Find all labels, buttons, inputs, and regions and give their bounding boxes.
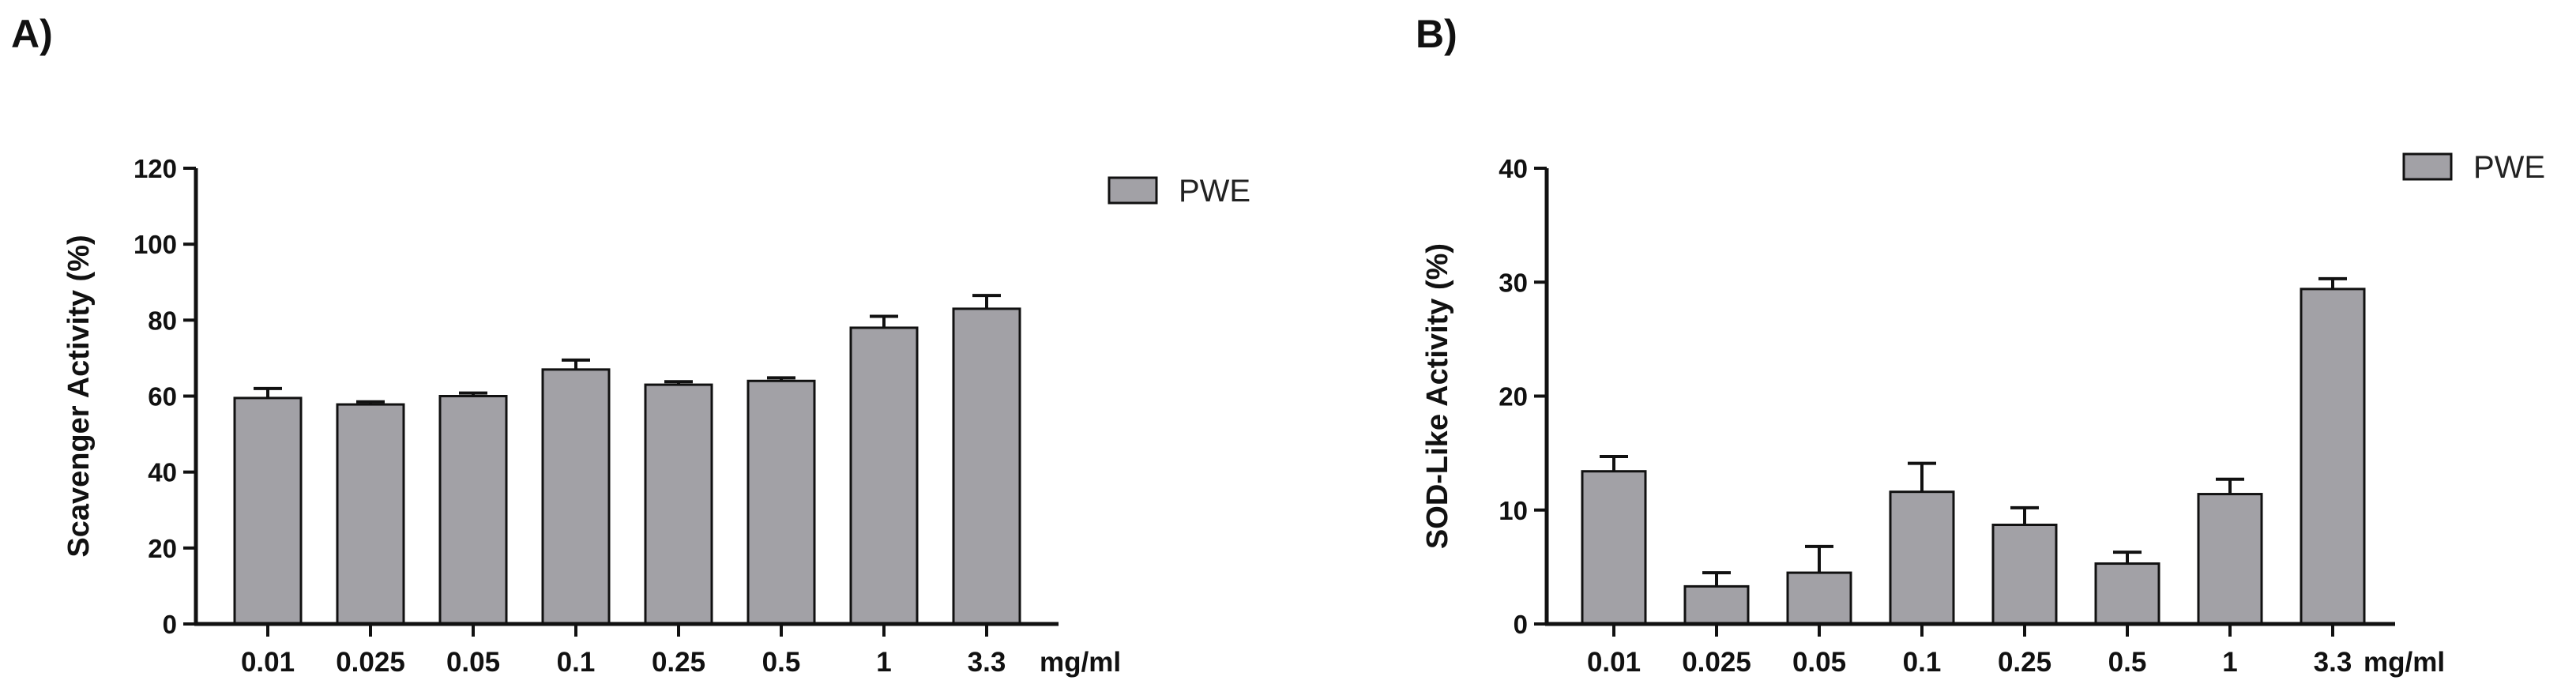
- panel-b-legend-swatch: [2402, 152, 2453, 181]
- y-tick-label: 40: [148, 458, 177, 487]
- y-tick-label: 100: [134, 230, 177, 259]
- y-tick-label: 120: [134, 154, 177, 183]
- x-tick-label: 0.01: [1587, 647, 1641, 678]
- panel-b-label: B): [1416, 12, 1457, 56]
- panel-a-legend-swatch: [1107, 176, 1158, 205]
- x-tick-label: 3.3: [2314, 647, 2352, 678]
- y-tick-label: 10: [1499, 496, 1528, 525]
- panel-a-x-ticks: 0.01 0.025 0.05 0.1 0.25 0.5 1 3.3: [241, 624, 1006, 678]
- x-tick-label: 0.1: [1903, 647, 1942, 678]
- y-tick-label: 0: [163, 610, 177, 639]
- bar: [849, 326, 919, 626]
- panel-a-y-ticks: 0 20 40 60 80 100 120: [134, 154, 196, 639]
- panel-b-x-unit: mg/ml: [2364, 647, 2445, 678]
- y-tick-label: 20: [148, 534, 177, 563]
- bar: [746, 379, 816, 626]
- bar: [2197, 493, 2263, 626]
- bar: [233, 396, 303, 626]
- panel-b-y-ticks: 0 10 20 30 40: [1499, 154, 1547, 639]
- x-tick-label: 0.1: [557, 647, 596, 678]
- x-tick-label: 0.05: [1792, 647, 1846, 678]
- bar: [1889, 490, 1955, 626]
- panel-a-y-axis-label: Scavenger Activity (%): [62, 235, 96, 557]
- y-tick-label: 60: [148, 382, 177, 412]
- bar: [1683, 584, 1750, 626]
- bar: [2300, 287, 2366, 626]
- bar: [952, 307, 1021, 626]
- x-tick-label: 1: [876, 647, 891, 678]
- y-tick-label: 40: [1499, 154, 1528, 183]
- y-tick-label: 30: [1499, 268, 1528, 297]
- panel-a-bars: [233, 307, 1021, 626]
- x-tick-label: 0.05: [446, 647, 500, 678]
- bar: [644, 383, 713, 626]
- panel-b-legend-label: PWE: [2473, 150, 2545, 185]
- panel-b-x-ticks: 0.01 0.025 0.05 0.1 0.25 0.5 1 3.3: [1587, 624, 2352, 678]
- panel-a-label: A): [11, 12, 53, 56]
- x-tick-label: 0.25: [1998, 647, 2051, 678]
- x-tick-label: 0.25: [652, 647, 705, 678]
- y-tick-label: 20: [1499, 382, 1528, 412]
- y-tick-label: 80: [148, 306, 177, 335]
- bar: [541, 368, 611, 626]
- panel-a-legend-label: PWE: [1179, 174, 1250, 209]
- bar: [336, 403, 405, 626]
- x-tick-label: 0.5: [2108, 647, 2147, 678]
- x-tick-label: 3.3: [968, 647, 1006, 678]
- bar: [1991, 524, 2058, 626]
- bar: [1786, 571, 1852, 626]
- x-tick-label: 0.025: [1682, 647, 1751, 678]
- panel-a-x-unit: mg/ml: [1040, 647, 1121, 678]
- panel-b-bars: [1581, 287, 2366, 626]
- panel-a-legend: PWE: [1107, 174, 1250, 209]
- panel-b-error-bars: [1600, 276, 2347, 587]
- panel-b-legend: PWE: [2402, 150, 2545, 185]
- bar: [2094, 562, 2160, 626]
- bar: [1581, 470, 1647, 626]
- x-tick-label: 1: [2222, 647, 2237, 678]
- panel-a: A) Scavenger Activity (%) 0 20 40 60 80 100 12…: [11, 12, 1250, 678]
- panel-b-y-axis-label: SOD-Like Activity (%): [1421, 243, 1454, 549]
- y-tick-label: 0: [1514, 610, 1528, 639]
- bar: [438, 395, 508, 626]
- panel-a-error-bars: [254, 294, 1001, 405]
- x-tick-label: 0.025: [336, 647, 405, 678]
- x-tick-label: 0.01: [241, 647, 295, 678]
- x-tick-label: 0.5: [762, 647, 801, 678]
